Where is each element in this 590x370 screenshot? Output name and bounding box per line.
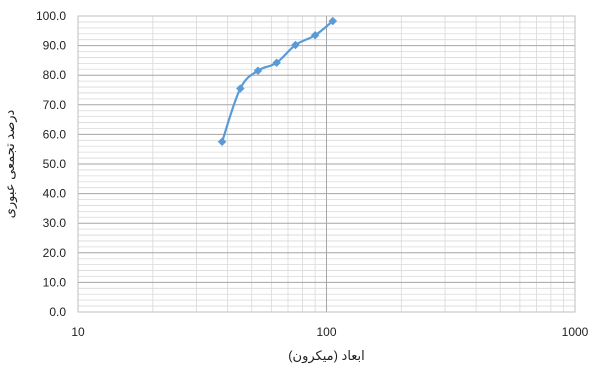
data-point-marker bbox=[217, 137, 227, 147]
data-point-marker bbox=[253, 66, 263, 76]
data-point-marker bbox=[235, 84, 245, 93]
y-tick-label: 30.0 bbox=[43, 216, 67, 230]
x-axis-ticks: 10 100 1000 bbox=[71, 325, 588, 339]
plot-border bbox=[77, 15, 576, 313]
x-tick-label: 100 bbox=[316, 325, 336, 339]
y-tick-label: 80.0 bbox=[43, 68, 67, 82]
data-point-marker bbox=[272, 58, 281, 68]
data-point-marker bbox=[328, 16, 338, 26]
y-tick-label: 50.0 bbox=[43, 157, 67, 171]
series-layer bbox=[217, 16, 338, 147]
y-tick-label: 100.0 bbox=[36, 9, 66, 23]
x-tick-label: 1000 bbox=[562, 325, 589, 339]
y-axis-title: درصد تجمعی عبوری bbox=[2, 109, 18, 218]
y-axis-ticks: 0.0 10.0 20.0 30.0 40.0 50.0 60.0 70.0 80.0 90.0 1… bbox=[36, 9, 66, 319]
y-tick-label: 90.0 bbox=[43, 39, 67, 53]
x-tick-label: 10 bbox=[71, 325, 85, 339]
y-tick-label: 40.0 bbox=[43, 187, 67, 201]
y-tick-label: 10.0 bbox=[43, 275, 67, 289]
y-tick-label: 60.0 bbox=[43, 127, 67, 141]
y-tick-label: 70.0 bbox=[43, 98, 67, 112]
data-point-marker bbox=[291, 40, 300, 50]
data-point-marker bbox=[310, 30, 320, 40]
y-tick-label: 20.0 bbox=[43, 246, 67, 260]
x-axis-title: ابعاد (میکرون) bbox=[288, 348, 365, 364]
y-tick-label: 0.0 bbox=[49, 305, 66, 319]
